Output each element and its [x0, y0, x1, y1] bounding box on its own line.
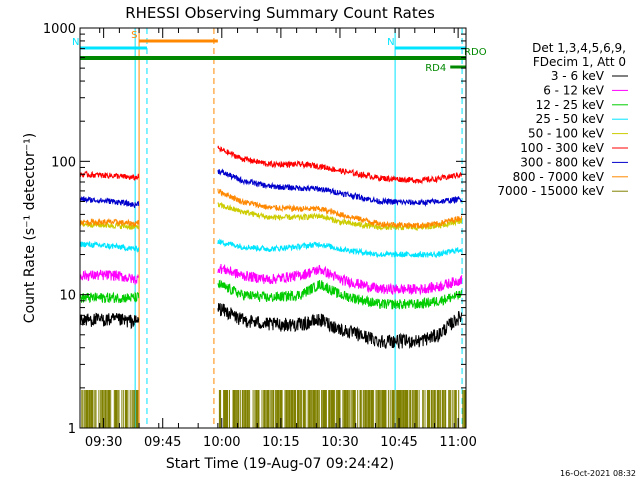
flag-label-2: N: [387, 37, 394, 48]
series-7000-15000-kev-activity: [81, 390, 467, 428]
series-line-300-800kev: [79, 168, 463, 209]
legend-label-1: 6 - 12 keV: [543, 83, 605, 97]
series-line-100-300kev: [79, 145, 463, 185]
series-line-25-50kev: [79, 238, 463, 259]
flag-label-4: RD4: [425, 63, 446, 74]
legend-label-7: 800 - 7000 keV: [513, 170, 605, 184]
y-tick-label-1: 10: [59, 289, 76, 304]
legend-label-4: 50 - 100 keV: [528, 127, 605, 141]
x-tick-label-2: 10:00: [203, 435, 240, 450]
legend-header-line-1: Det 1,3,4,5,6,9,: [532, 41, 626, 55]
x-tick-label-5: 10:45: [380, 435, 417, 450]
x-tick-label-1: 09:45: [144, 435, 181, 450]
series-line-6-12kev: [79, 263, 463, 296]
y-axis-label: Count Rate (s⁻¹ detector⁻¹): [22, 133, 38, 323]
plot-marks: S N N RD4 RDO: [72, 28, 487, 428]
chart-title: RHESSI Observing Summary Count Rates: [125, 4, 435, 22]
x-tick-label-6: 11:00: [439, 435, 476, 450]
x-tick-label-3: 10:15: [262, 435, 299, 450]
y-tick-label-2: 100: [51, 155, 76, 170]
flag-label-0: S: [131, 30, 137, 41]
legend-label-2: 12 - 25 keV: [536, 98, 605, 112]
legend-header-line-2: FDecim 1, Att 0: [533, 55, 626, 69]
series-line-800-7000kev: [79, 188, 463, 230]
flag-label-1: N: [72, 37, 79, 48]
y-tick-label-0: 1: [68, 422, 76, 437]
footer-timestamp: 16-Oct-2021 08:32: [560, 469, 636, 478]
axes: 1 10 100 1000 09:30 09:45 10:00 10:15 10:30 10:45…: [43, 22, 477, 450]
legend-label-8: 7000 - 15000 keV: [497, 184, 604, 198]
series-line-12-25kev: [79, 279, 463, 310]
x-axis-label: Start Time (19-Aug-07 09:24:42): [166, 456, 394, 472]
legend: Det 1,3,4,5,6,9, FDecim 1, Att 0 3 - 6 k…: [497, 41, 628, 198]
y-tick-label-3: 1000: [43, 22, 76, 37]
x-tick-label-4: 10:30: [321, 435, 358, 450]
series-line-50-100kev: [79, 201, 463, 231]
series-line-3-6kev: [79, 303, 463, 350]
plot-frame: [79, 27, 467, 429]
legend-label-0: 3 - 6 keV: [551, 69, 605, 83]
flag-label-5: RDO: [464, 47, 487, 58]
x-tick-label-0: 09:30: [85, 435, 122, 450]
legend-label-6: 300 - 800 keV: [520, 155, 604, 169]
legend-label-5: 100 - 300 keV: [520, 141, 604, 155]
legend-label-3: 25 - 50 keV: [536, 112, 605, 126]
